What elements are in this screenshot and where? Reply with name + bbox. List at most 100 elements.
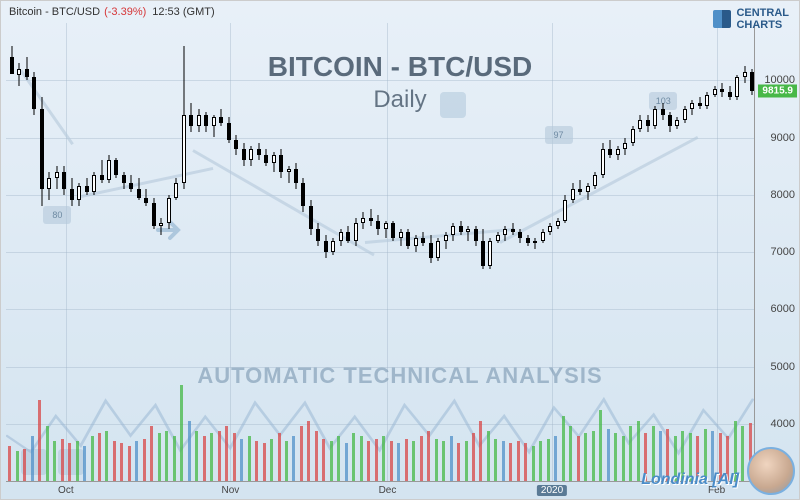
candlestick: [526, 235, 530, 246]
candlestick: [586, 183, 590, 200]
volume-bar: [532, 446, 535, 481]
volume-bar: [457, 443, 460, 481]
candlestick: [287, 166, 291, 183]
candlestick: [593, 172, 597, 189]
volume-bar: [607, 429, 610, 481]
candlestick: [459, 221, 463, 235]
candlestick: [316, 223, 320, 246]
gridline-v: [230, 23, 231, 481]
volume-bar: [472, 433, 475, 481]
candlestick: [601, 143, 605, 177]
candlestick: [331, 238, 335, 255]
volume-bar: [382, 436, 385, 481]
volume-bar: [524, 443, 527, 481]
volume-bar: [91, 436, 94, 481]
candlestick: [159, 218, 163, 235]
candlestick: [85, 178, 89, 195]
candlestick: [451, 223, 455, 240]
volume-bar: [270, 439, 273, 481]
candlestick: [608, 140, 612, 157]
candlestick: [174, 178, 178, 201]
volume-bar: [622, 436, 625, 481]
candlestick: [17, 63, 21, 86]
candlestick: [40, 97, 44, 206]
candlestick: [339, 229, 343, 246]
candlestick: [369, 209, 373, 226]
candlestick: [92, 172, 96, 195]
volume-bar: [547, 439, 550, 481]
gridline-h: [6, 252, 754, 253]
candlestick: [32, 72, 36, 115]
ticker-change: (-3.39%): [104, 6, 146, 18]
volume-bar: [68, 443, 71, 481]
candlestick: [406, 229, 410, 249]
volume-bar: [637, 421, 640, 481]
volume-bar: [412, 441, 415, 481]
volume-bar: [292, 436, 295, 481]
volume-bar: [367, 441, 370, 481]
volume-bar: [188, 421, 191, 481]
candlestick: [698, 97, 702, 108]
candlestick: [429, 235, 433, 264]
gridline-h: [6, 309, 754, 310]
candlestick: [279, 149, 283, 178]
candlestick: [481, 229, 485, 269]
candlestick: [100, 160, 104, 183]
volume-bar: [487, 431, 490, 481]
gridline-h: [6, 80, 754, 81]
volume-bar: [240, 439, 243, 481]
candlestick: [227, 117, 231, 143]
volume-bar: [300, 426, 303, 481]
volume-bar: [322, 439, 325, 481]
candlestick: [444, 232, 448, 249]
watermark-badge: 97: [545, 126, 573, 144]
candlestick: [152, 198, 156, 229]
candlestick: [391, 221, 395, 241]
volume-bar: [554, 436, 557, 481]
candlestick: [264, 149, 268, 166]
candlestick: [219, 109, 223, 126]
volume-bar: [128, 446, 131, 481]
volume-bar: [614, 433, 617, 481]
volume-bar: [76, 441, 79, 481]
candlestick: [384, 221, 388, 238]
gridline-v: [552, 23, 553, 481]
chart-container: Bitcoin - BTC/USD (-3.39%) 12:53 (GMT) C…: [0, 0, 800, 500]
ai-attribution-label: Londinia [AI]: [641, 471, 739, 489]
volume-bar: [599, 410, 602, 481]
volume-bar: [46, 426, 49, 481]
brand-logo-icon: [713, 10, 731, 28]
candlestick: [122, 172, 126, 189]
volume-bar: [173, 436, 176, 481]
watermark-badge: 80: [43, 206, 71, 224]
volume-bar: [584, 433, 587, 481]
candlestick: [10, 46, 14, 69]
volume-bar: [442, 441, 445, 481]
candlestick: [242, 143, 246, 166]
volume-bar: [330, 441, 333, 481]
volume-bar: [255, 441, 258, 481]
volume-bar: [8, 446, 11, 481]
x-axis-label: Oct: [58, 485, 74, 496]
y-axis-label: 7000: [771, 246, 795, 258]
volume-bar: [150, 426, 153, 481]
volume-bar: [375, 439, 378, 481]
volume-bar: [337, 436, 340, 481]
gridline-h: [6, 138, 754, 139]
plot-area[interactable]: 8097103: [6, 23, 754, 481]
candlestick: [616, 146, 620, 160]
ai-avatar-icon: [747, 447, 795, 495]
volume-bar: [517, 441, 520, 481]
current-price-badge: 9815.9: [758, 84, 797, 97]
candlestick: [107, 155, 111, 184]
volume-bar: [158, 433, 161, 481]
candlestick: [511, 223, 515, 234]
candlestick: [713, 86, 717, 97]
gridline-v: [66, 23, 67, 481]
volume-bar: [352, 433, 355, 481]
candlestick: [324, 235, 328, 258]
ticker-timestamp: 12:53 (GMT): [152, 6, 214, 18]
candlestick: [25, 57, 29, 80]
candlestick: [399, 229, 403, 246]
candlestick: [421, 232, 425, 246]
